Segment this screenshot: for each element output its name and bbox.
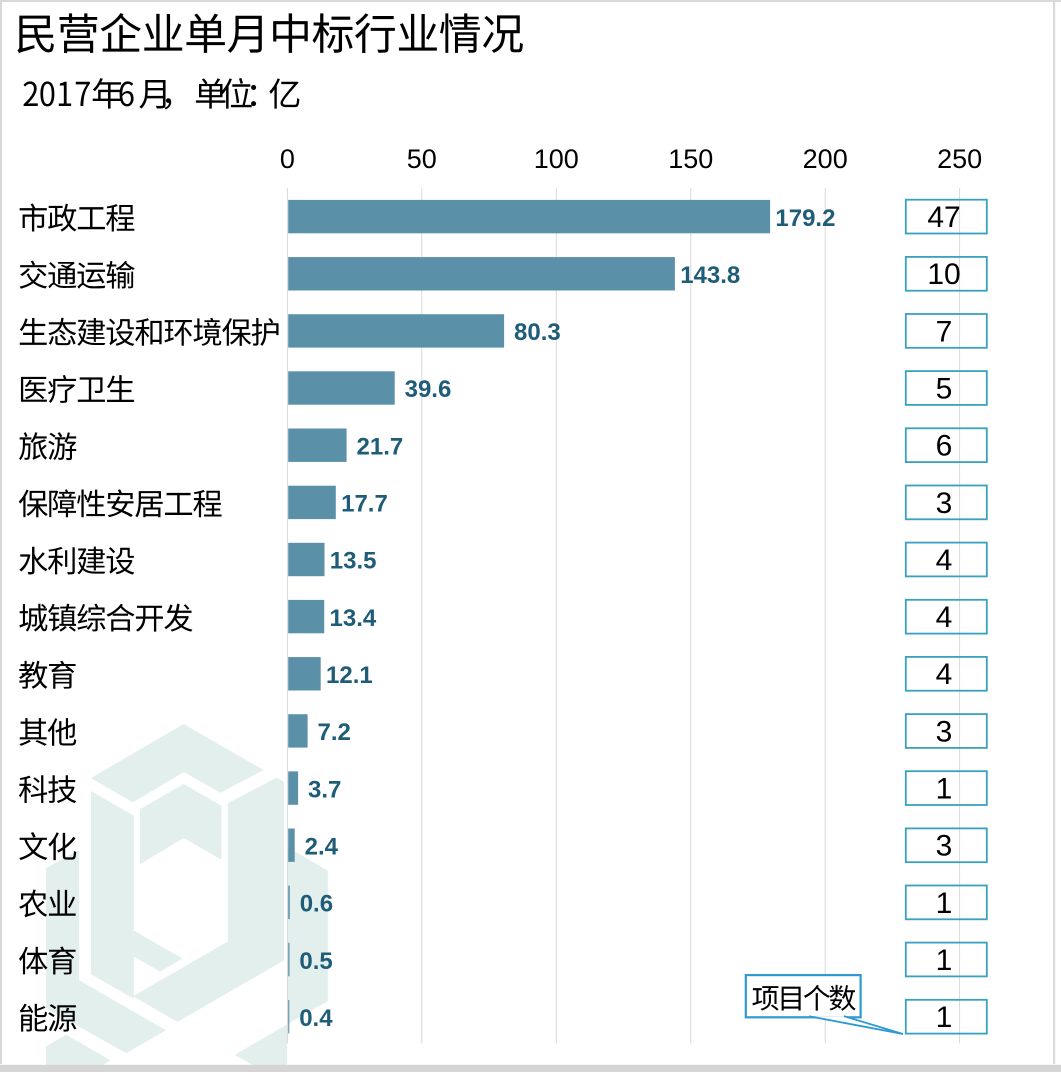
svg-text:0.5: 0.5 [299, 948, 332, 975]
svg-text:3.7: 3.7 [308, 776, 341, 803]
svg-text:7: 7 [936, 315, 953, 348]
svg-text:0: 0 [280, 144, 295, 174]
svg-text:39.6: 39.6 [405, 376, 452, 403]
svg-text:4: 4 [936, 601, 953, 634]
svg-text:3: 3 [936, 487, 953, 520]
svg-text:200: 200 [803, 144, 848, 174]
svg-text:250: 250 [937, 144, 982, 174]
svg-text:1: 1 [936, 1001, 953, 1034]
svg-text:4: 4 [936, 544, 953, 577]
svg-text:5: 5 [936, 372, 953, 405]
svg-text:2.4: 2.4 [305, 834, 339, 861]
svg-text:21.7: 21.7 [357, 433, 404, 460]
svg-text:3: 3 [936, 715, 953, 748]
svg-text:0.4: 0.4 [299, 1005, 333, 1032]
svg-text:179.2: 179.2 [775, 205, 835, 232]
svg-text:143.8: 143.8 [680, 262, 740, 289]
svg-text:13.4: 13.4 [330, 605, 377, 632]
svg-text:13.5: 13.5 [330, 548, 377, 575]
svg-text:80.3: 80.3 [514, 319, 561, 346]
svg-text:47: 47 [927, 201, 960, 234]
svg-text:0.6: 0.6 [300, 891, 333, 918]
svg-text:3: 3 [936, 830, 953, 863]
svg-text:10: 10 [927, 258, 960, 291]
svg-text:150: 150 [668, 144, 713, 174]
svg-text:4: 4 [936, 658, 953, 691]
svg-text:12.1: 12.1 [326, 662, 373, 689]
svg-text:1: 1 [936, 944, 953, 977]
svg-text:17.7: 17.7 [341, 491, 388, 518]
svg-text:7.2: 7.2 [318, 719, 351, 746]
svg-text:1: 1 [936, 887, 953, 920]
svg-text:1: 1 [936, 773, 953, 806]
svg-text:6: 6 [936, 430, 953, 463]
svg-text:100: 100 [534, 144, 579, 174]
svg-text:50: 50 [407, 144, 437, 174]
